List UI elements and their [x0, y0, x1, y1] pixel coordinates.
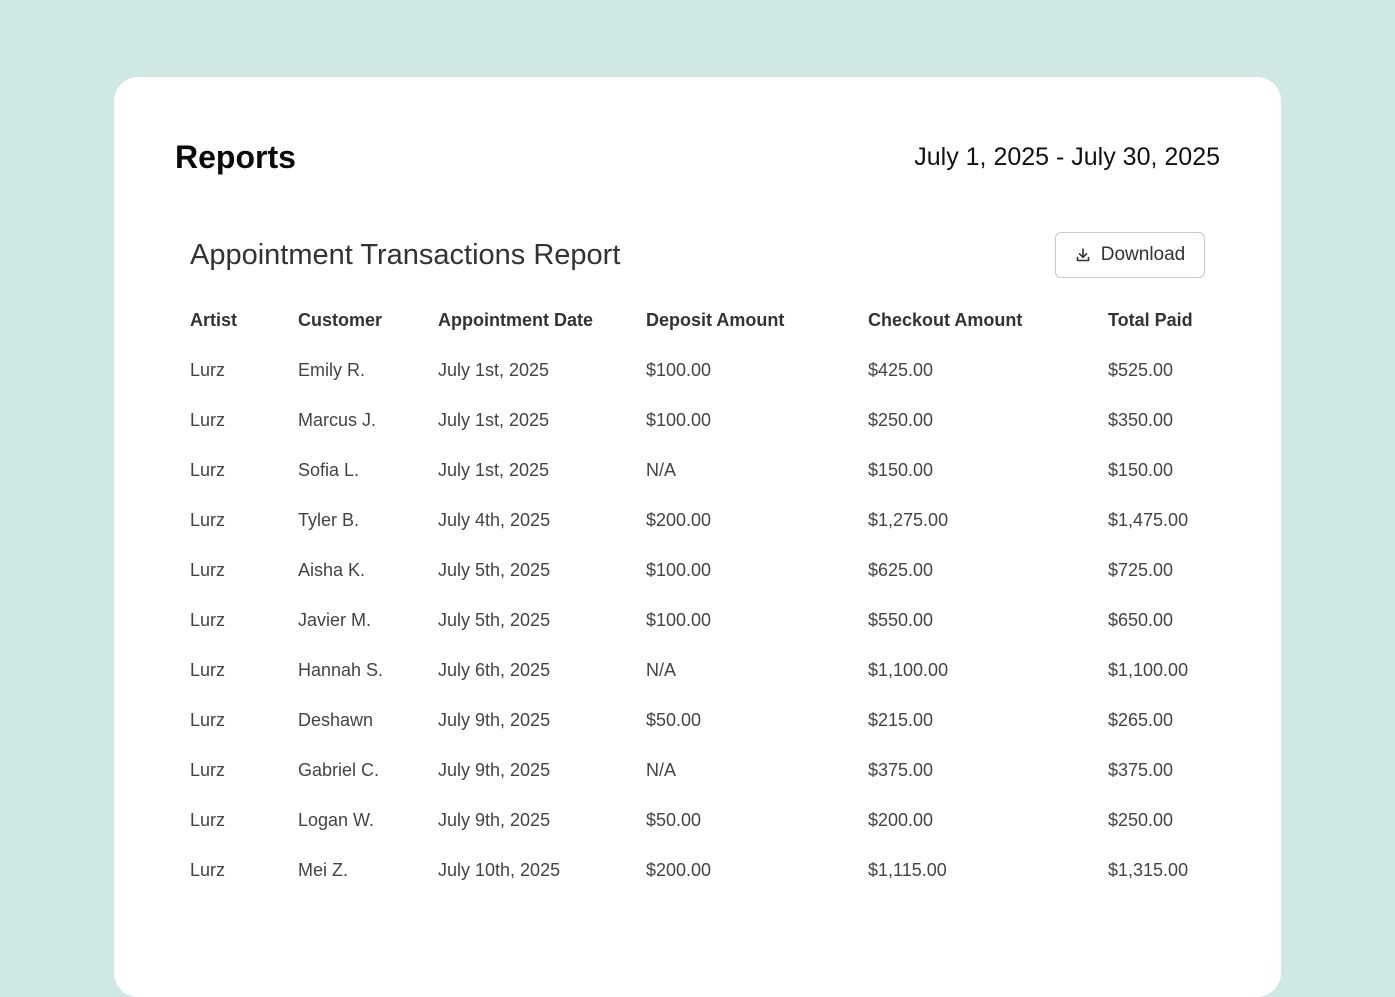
download-label: Download	[1100, 244, 1186, 265]
cell-checkout-amount: $150.00	[868, 459, 934, 480]
cell-customer: Marcus J.	[298, 409, 377, 430]
cell-appointment-date: July 9th, 2025	[438, 809, 551, 830]
column-header-customer[interactable]: Customer	[298, 309, 383, 330]
cell-artist: Lurz	[190, 709, 226, 730]
cell-deposit-amount: N/A	[646, 659, 677, 680]
cell-customer: Aisha K.	[298, 559, 366, 580]
cell-appointment-date: July 1st, 2025	[438, 359, 550, 380]
cell-total-paid: $525.00	[1108, 359, 1174, 380]
cell-checkout-amount: $1,100.00	[868, 659, 949, 680]
cell-checkout-amount: $550.00	[868, 609, 934, 630]
cell-total-paid: $650.00	[1108, 609, 1174, 630]
date-range[interactable]: July 1, 2025 - July 30, 2025	[914, 143, 1220, 171]
cell-artist: Lurz	[190, 359, 226, 380]
table-row: Lurz Sofia L. July 1st, 2025 N/A $150.00…	[190, 445, 1218, 495]
column-header-appointment-date[interactable]: Appointment Date	[438, 309, 593, 330]
table-row: Lurz Hannah S. July 6th, 2025 N/A $1,100…	[190, 645, 1218, 695]
cell-customer: Sofia L.	[298, 459, 360, 480]
cell-deposit-amount: $50.00	[646, 709, 702, 730]
page-title: Reports	[175, 139, 296, 175]
cell-appointment-date: July 4th, 2025	[438, 509, 551, 530]
cell-total-paid: $265.00	[1108, 709, 1174, 730]
reports-card: Reports July 1, 2025 - July 30, 2025 App…	[114, 77, 1281, 997]
table-row: Lurz Mei Z. July 10th, 2025 $200.00 $1,1…	[190, 845, 1218, 895]
table-header-row: Artist Customer Appointment Date Deposit…	[190, 295, 1218, 345]
download-button[interactable]: Download	[1055, 232, 1205, 278]
table-row: Lurz Tyler B. July 4th, 2025 $200.00 $1,…	[190, 495, 1218, 545]
cell-checkout-amount: $625.00	[868, 559, 934, 580]
column-header-deposit-amount[interactable]: Deposit Amount	[646, 309, 785, 330]
cell-total-paid: $725.00	[1108, 559, 1174, 580]
transactions-table: Artist Customer Appointment Date Deposit…	[190, 295, 1218, 895]
cell-checkout-amount: $200.00	[868, 809, 934, 830]
table-row: Lurz Logan W. July 9th, 2025 $50.00 $200…	[190, 795, 1218, 845]
download-icon	[1075, 247, 1091, 263]
cell-total-paid: $1,100.00	[1108, 659, 1189, 680]
cell-appointment-date: July 5th, 2025	[438, 609, 551, 630]
cell-appointment-date: July 9th, 2025	[438, 709, 551, 730]
cell-appointment-date: July 10th, 2025	[438, 859, 561, 880]
cell-deposit-amount: $100.00	[646, 359, 712, 380]
cell-deposit-amount: $100.00	[646, 409, 712, 430]
cell-deposit-amount: $100.00	[646, 609, 712, 630]
cell-deposit-amount: $100.00	[646, 559, 712, 580]
cell-artist: Lurz	[190, 809, 226, 830]
cell-customer: Deshawn	[298, 709, 374, 730]
column-header-total-paid[interactable]: Total Paid	[1108, 309, 1193, 330]
cell-customer: Tyler B.	[298, 509, 360, 530]
cell-total-paid: $250.00	[1108, 809, 1174, 830]
table-row: Lurz Deshawn July 9th, 2025 $50.00 $215.…	[190, 695, 1218, 745]
cell-deposit-amount: $50.00	[646, 809, 702, 830]
cell-artist: Lurz	[190, 409, 226, 430]
cell-checkout-amount: $1,275.00	[868, 509, 949, 530]
cell-customer: Logan W.	[298, 809, 375, 830]
cell-checkout-amount: $425.00	[868, 359, 934, 380]
cell-customer: Mei Z.	[298, 859, 349, 880]
cell-total-paid: $1,475.00	[1108, 509, 1189, 530]
column-header-checkout-amount[interactable]: Checkout Amount	[868, 309, 1023, 330]
table-row: Lurz Aisha K. July 5th, 2025 $100.00 $62…	[190, 545, 1218, 595]
cell-artist: Lurz	[190, 859, 226, 880]
cell-total-paid: $350.00	[1108, 409, 1174, 430]
cell-checkout-amount: $250.00	[868, 409, 934, 430]
cell-artist: Lurz	[190, 759, 226, 780]
cell-appointment-date: July 9th, 2025	[438, 759, 551, 780]
column-header-artist[interactable]: Artist	[190, 309, 238, 330]
cell-total-paid: $1,315.00	[1108, 859, 1189, 880]
cell-artist: Lurz	[190, 459, 226, 480]
cell-checkout-amount: $1,115.00	[868, 859, 947, 880]
table-row: Lurz Javier M. July 5th, 2025 $100.00 $5…	[190, 595, 1218, 645]
cell-total-paid: $375.00	[1108, 759, 1174, 780]
cell-deposit-amount: N/A	[646, 759, 677, 780]
table-row: Lurz Emily R. July 1st, 2025 $100.00 $42…	[190, 345, 1218, 395]
cell-total-paid: $150.00	[1108, 459, 1174, 480]
cell-checkout-amount: $215.00	[868, 709, 934, 730]
cell-artist: Lurz	[190, 659, 226, 680]
table-row: Lurz Gabriel C. July 9th, 2025 N/A $375.…	[190, 745, 1218, 795]
cell-appointment-date: July 1st, 2025	[438, 459, 550, 480]
report-title: Appointment Transactions Report	[190, 239, 621, 271]
cell-artist: Lurz	[190, 559, 226, 580]
cell-appointment-date: July 1st, 2025	[438, 409, 550, 430]
cell-customer: Javier M.	[298, 609, 372, 630]
cell-checkout-amount: $375.00	[868, 759, 934, 780]
cell-appointment-date: July 5th, 2025	[438, 559, 551, 580]
table-row: Lurz Marcus J. July 1st, 2025 $100.00 $2…	[190, 395, 1218, 445]
cell-customer: Gabriel C.	[298, 759, 380, 780]
cell-customer: Emily R.	[298, 359, 365, 380]
cell-appointment-date: July 6th, 2025	[438, 659, 551, 680]
cell-deposit-amount: $200.00	[646, 859, 712, 880]
cell-customer: Hannah S.	[298, 659, 384, 680]
cell-deposit-amount: $200.00	[646, 509, 712, 530]
cell-deposit-amount: N/A	[646, 459, 677, 480]
cell-artist: Lurz	[190, 609, 226, 630]
cell-artist: Lurz	[190, 509, 226, 530]
